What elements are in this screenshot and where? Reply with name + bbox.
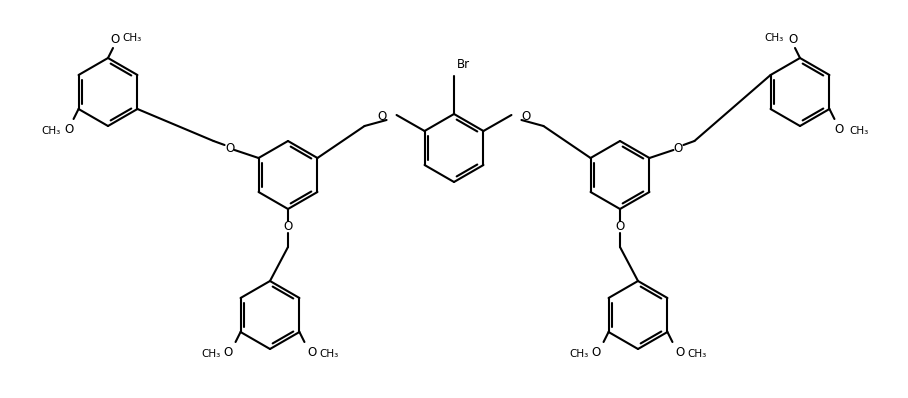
Text: CH₃: CH₃ [765,33,784,43]
Text: O: O [789,33,798,46]
Text: O: O [674,142,683,154]
Text: CH₃: CH₃ [202,349,221,359]
Text: CH₃: CH₃ [569,349,588,359]
Text: O: O [834,123,844,136]
Text: O: O [591,346,600,359]
Text: O: O [522,111,531,123]
Text: O: O [676,346,685,359]
Text: CH₃: CH₃ [320,349,339,359]
Text: O: O [64,123,74,136]
Text: O: O [616,220,625,234]
Text: CH₃: CH₃ [41,126,61,136]
Text: O: O [110,33,119,46]
Text: O: O [283,220,292,234]
Text: O: O [308,346,317,359]
Text: O: O [223,346,232,359]
Text: Br: Br [457,58,470,71]
Text: O: O [377,111,386,123]
Text: O: O [225,142,234,154]
Text: CH₃: CH₃ [850,126,869,136]
Text: CH₃: CH₃ [687,349,706,359]
Text: CH₃: CH₃ [122,33,142,43]
